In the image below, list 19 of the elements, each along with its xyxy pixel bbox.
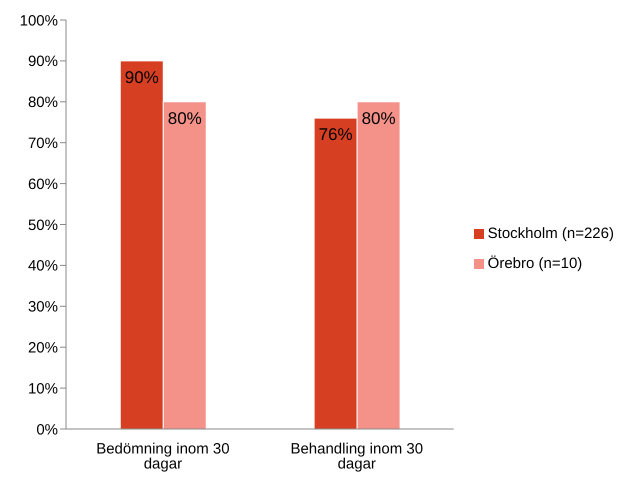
data-label: 90%: [124, 68, 159, 87]
y-tick-label: 70%: [28, 135, 58, 152]
y-tick-label: 20%: [28, 340, 58, 357]
y-tick-label: 80%: [28, 94, 58, 112]
y-tick-label: 30%: [28, 298, 58, 316]
y-tick-label: 0%: [36, 421, 58, 438]
y-tick-label: 60%: [28, 176, 58, 193]
data-label: 80%: [168, 108, 202, 128]
data-label: 80%: [362, 108, 396, 128]
y-tick-label: 40%: [28, 258, 58, 275]
legend-label: Stockholm (n=226): [488, 224, 614, 242]
y-tick-label: 100%: [20, 12, 58, 30]
x-tick-label: Behandling inom 30 dagar: [290, 440, 424, 473]
y-tick-label: 50%: [28, 216, 58, 234]
y-tick-label: 10%: [28, 380, 58, 398]
y-tick-label: 90%: [28, 53, 58, 70]
data-label: 76%: [318, 125, 353, 144]
x-tick-label: Bedömning inom 30 dagar: [96, 440, 230, 473]
legend-label: Örebro (n=10): [488, 254, 582, 272]
